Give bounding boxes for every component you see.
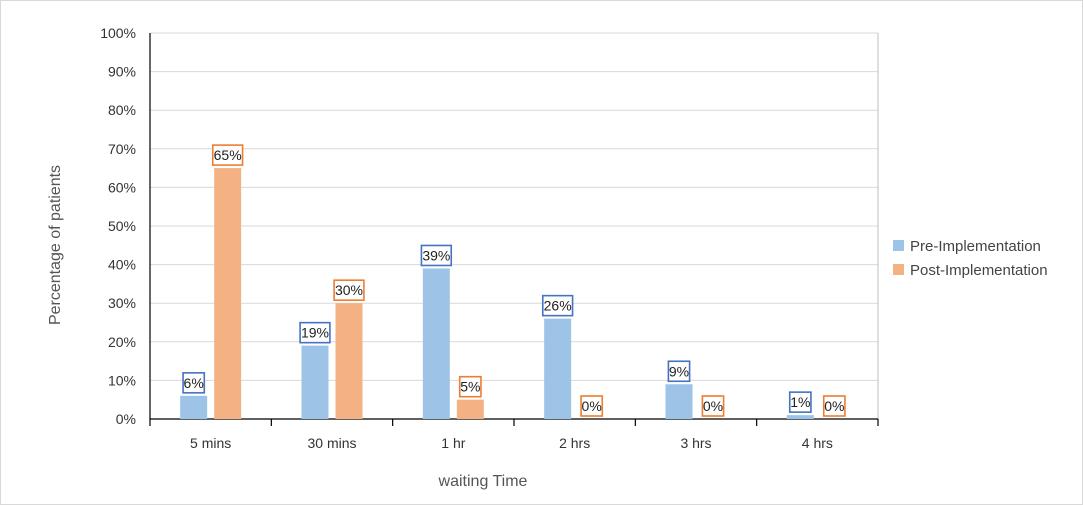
bar-post bbox=[456, 399, 484, 419]
y-axis-title: Percentage of patients bbox=[47, 165, 64, 325]
data-label: 9% bbox=[669, 363, 689, 379]
data-label-box bbox=[788, 391, 812, 413]
data-label-box bbox=[580, 395, 604, 417]
x-axis-title: waiting Time bbox=[438, 473, 528, 490]
data-label: 26% bbox=[544, 298, 572, 314]
data-label: 0% bbox=[582, 398, 602, 414]
y-tick-label: 20% bbox=[108, 334, 136, 350]
y-tick-label: 100% bbox=[100, 25, 136, 41]
bar-pre bbox=[665, 384, 693, 419]
bar-pre bbox=[786, 415, 814, 419]
y-tick-label: 60% bbox=[108, 179, 136, 195]
x-tick-label: 5 mins bbox=[190, 435, 231, 451]
data-label: 1% bbox=[790, 394, 810, 410]
x-tick-label: 1 hr bbox=[441, 435, 465, 451]
y-tick-label: 30% bbox=[108, 295, 136, 311]
bars bbox=[180, 168, 814, 419]
y-tick-label: 40% bbox=[108, 257, 136, 273]
bar-pre bbox=[422, 268, 450, 419]
data-label-box bbox=[822, 395, 846, 417]
data-label: 5% bbox=[460, 379, 480, 395]
data-label-box bbox=[211, 144, 244, 166]
data-label: 0% bbox=[824, 398, 844, 414]
bar-post bbox=[335, 303, 363, 419]
bar-pre bbox=[544, 318, 572, 419]
x-tick-label: 2 hrs bbox=[559, 435, 590, 451]
data-label: 6% bbox=[184, 375, 204, 391]
data-label-box bbox=[333, 279, 365, 302]
data-label-box bbox=[541, 294, 574, 317]
data-label: 65% bbox=[214, 147, 242, 163]
data-label: 0% bbox=[703, 398, 723, 414]
x-tick-label: 4 hrs bbox=[802, 435, 833, 451]
bar-pre bbox=[180, 395, 208, 419]
data-label: 19% bbox=[301, 325, 329, 341]
legend-swatch bbox=[893, 264, 904, 275]
data-label-box bbox=[458, 375, 482, 398]
y-tick-label: 90% bbox=[108, 64, 136, 80]
data-label-box bbox=[701, 395, 725, 417]
data-label-box bbox=[667, 360, 691, 383]
legend-swatch bbox=[893, 240, 904, 251]
legend-label: Pre-Implementation bbox=[910, 238, 1041, 255]
data-label: 39% bbox=[422, 247, 450, 263]
y-tick-label: 80% bbox=[108, 102, 136, 118]
data-label: 30% bbox=[335, 282, 363, 298]
x-tick-label: 3 hrs bbox=[680, 435, 711, 451]
x-tick-label: 30 mins bbox=[307, 435, 356, 451]
bar-pre bbox=[301, 345, 329, 419]
y-tick-label: 0% bbox=[116, 411, 136, 427]
y-tick-label: 50% bbox=[108, 218, 136, 234]
data-label-box bbox=[299, 321, 331, 344]
data-label-box bbox=[420, 244, 453, 267]
y-tick-label: 70% bbox=[108, 141, 136, 157]
data-label-box bbox=[182, 372, 206, 394]
legend: Pre-Implementation Post-Implementation bbox=[893, 238, 1048, 279]
axes: 0% 10% 20% 30% 40% 50% 60% 70% 80% 90% 100% 5 mins 3… bbox=[100, 25, 879, 451]
data-labels: 6% 19% 39% 26% 9% 1% 65% 30% 5% 0% 0% 0% bbox=[182, 144, 846, 417]
grid-lines bbox=[150, 32, 878, 381]
legend-label: Post-Implementation bbox=[910, 262, 1048, 279]
bar-post bbox=[214, 168, 242, 419]
y-tick-label: 10% bbox=[108, 372, 136, 388]
